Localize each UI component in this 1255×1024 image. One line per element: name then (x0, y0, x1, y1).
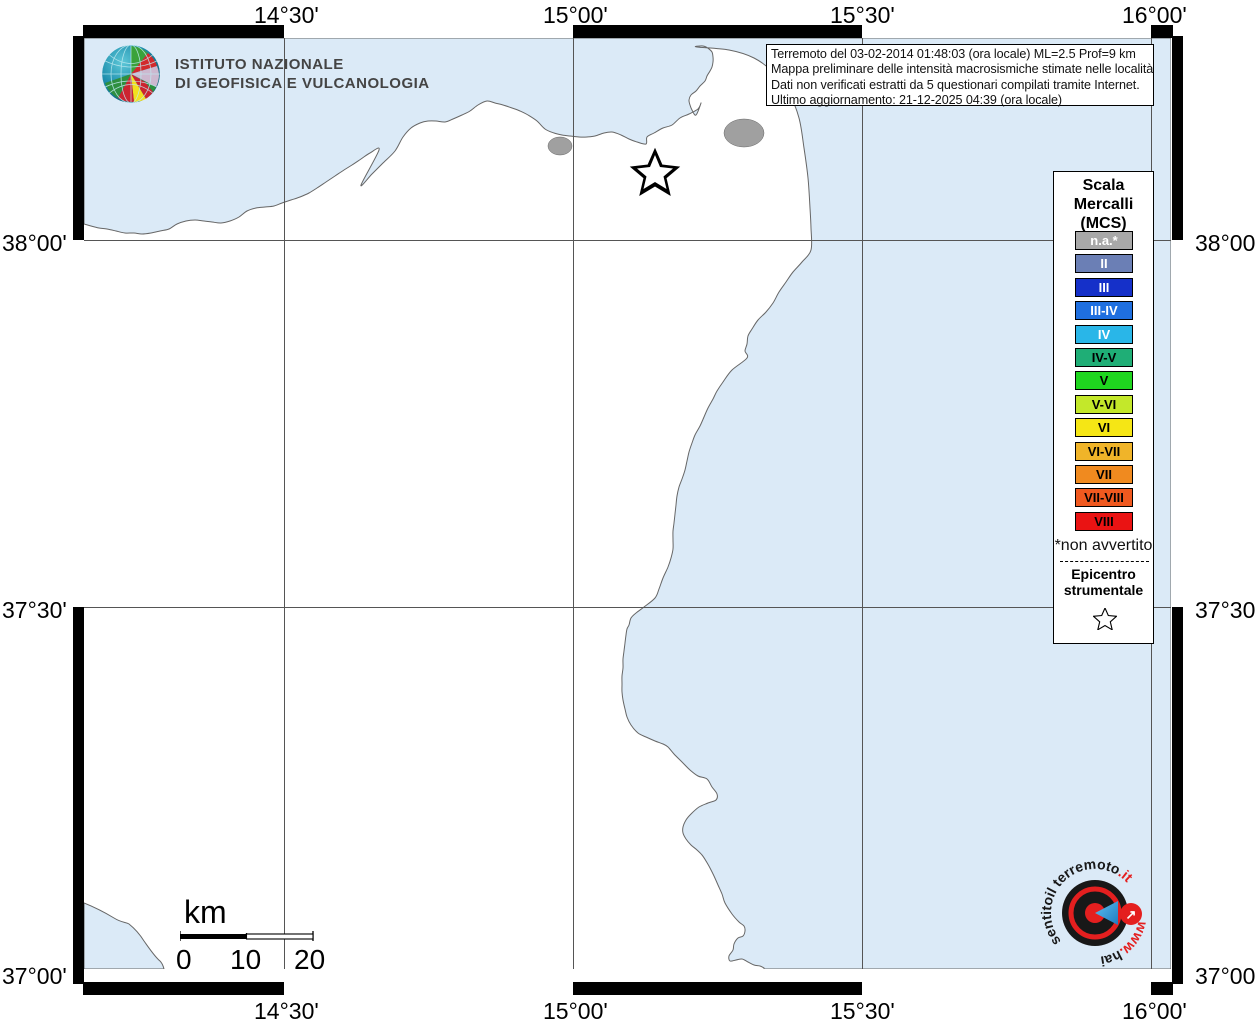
svg-text:↗: ↗ (1126, 907, 1137, 922)
